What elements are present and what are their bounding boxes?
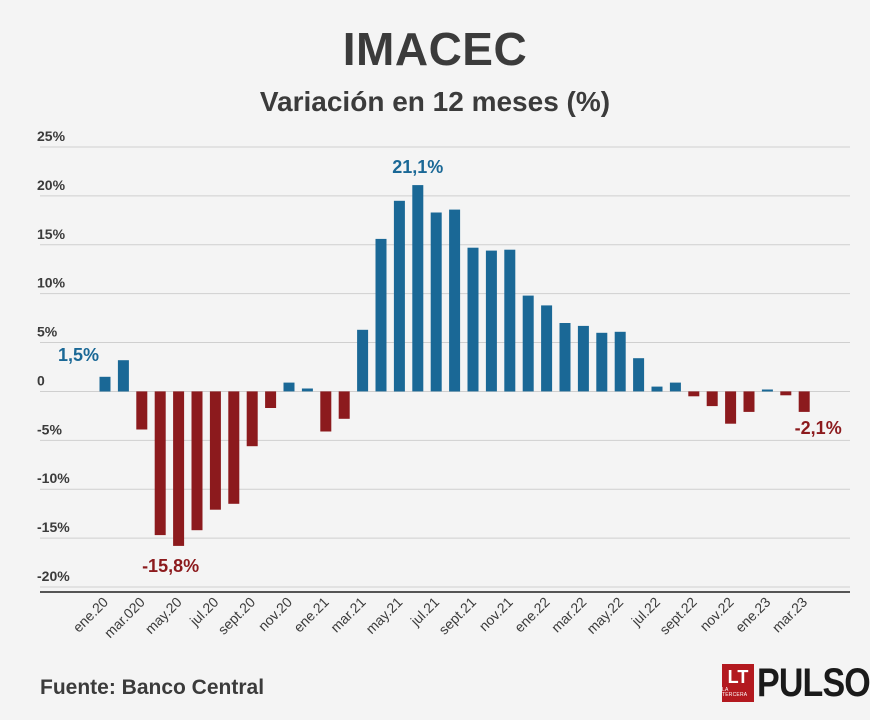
bar-nov.20 bbox=[283, 382, 295, 392]
logo-initials: LT bbox=[727, 667, 749, 687]
bar-feb.22 bbox=[559, 323, 571, 392]
source-note: Fuente: Banco Central bbox=[40, 676, 265, 699]
bar-mar.23 bbox=[798, 391, 810, 412]
x-tick-label: sept.21 bbox=[435, 594, 479, 638]
bar-feb.21 bbox=[338, 391, 350, 419]
x-tick-label: nov.20 bbox=[255, 594, 295, 634]
x-tick-label: may.20 bbox=[142, 594, 185, 637]
bar-ago.20 bbox=[228, 391, 240, 504]
logo-sub: LA TERCERA bbox=[722, 687, 748, 698]
y-tick-label: 10% bbox=[37, 275, 66, 291]
bar-ene.20 bbox=[99, 376, 111, 392]
bar-sept.21 bbox=[467, 247, 479, 392]
x-tick-label: mar.020 bbox=[101, 594, 148, 641]
x-tick-label: ene.23 bbox=[732, 594, 774, 636]
bar-mar.020 bbox=[136, 391, 148, 430]
bar-may.21 bbox=[393, 200, 405, 392]
bar-nov.21 bbox=[504, 249, 516, 392]
logo-name: PULSO bbox=[757, 660, 870, 705]
x-tick-label: may.21 bbox=[362, 594, 405, 637]
chart-title: IMACEC bbox=[342, 23, 528, 75]
bar-abr.20 bbox=[154, 391, 166, 536]
bar-dic.21 bbox=[522, 295, 534, 392]
bar-feb.20 bbox=[117, 360, 129, 392]
y-tick-label: -10% bbox=[37, 470, 70, 486]
data-annotation: 21,1% bbox=[392, 157, 443, 177]
bar-ene.22 bbox=[541, 305, 553, 392]
bar-jul.21 bbox=[430, 212, 442, 392]
bar-nov.22 bbox=[725, 391, 737, 424]
data-annotation: 1,5% bbox=[58, 345, 99, 365]
bar-jun.21 bbox=[412, 185, 424, 392]
bar-dic.20 bbox=[301, 388, 313, 392]
bar-feb.23 bbox=[780, 391, 792, 396]
x-tick-label: nov.22 bbox=[696, 594, 736, 634]
y-tick-label: -15% bbox=[37, 519, 70, 535]
y-tick-label: 25% bbox=[37, 128, 66, 144]
bars bbox=[99, 185, 810, 546]
lt-logo-icon: LT LA TERCERA bbox=[722, 664, 754, 702]
annotations: 1,5% -15,8% 21,1% -2,1% bbox=[58, 157, 842, 576]
bar-sept.22 bbox=[688, 391, 700, 397]
chart-subtitle: Variación en 12 meses (%) bbox=[259, 86, 611, 117]
bar-may.22 bbox=[614, 331, 626, 392]
y-tick-label: 5% bbox=[37, 324, 58, 340]
y-tick-label: -20% bbox=[37, 568, 70, 584]
bar-jun.20 bbox=[191, 391, 203, 531]
y-tick-label: 15% bbox=[37, 226, 66, 242]
bar-jul.22 bbox=[651, 386, 663, 392]
data-annotation: -15,8% bbox=[142, 556, 199, 576]
x-tick-label: mar.21 bbox=[327, 594, 369, 636]
brand-logo[interactable]: LT LA TERCERA PULSO bbox=[722, 660, 870, 705]
bar-jul.20 bbox=[209, 391, 221, 510]
bar-oct.20 bbox=[265, 391, 277, 408]
bar-mar.22 bbox=[577, 325, 589, 392]
bar-ago.22 bbox=[669, 382, 681, 392]
y-tick-label: 0 bbox=[37, 372, 45, 388]
y-axis-ticks: 25% 20% 15% 10% 5% 0 -5% -10% -15% -20% bbox=[37, 128, 70, 584]
y-tick-label: -5% bbox=[37, 421, 62, 437]
y-tick-label: 20% bbox=[37, 177, 66, 193]
data-annotation: -2,1% bbox=[795, 418, 842, 438]
x-tick-label: mar.23 bbox=[769, 594, 811, 636]
bar-sept.20 bbox=[246, 391, 258, 447]
bar-abr.22 bbox=[596, 332, 608, 392]
bar-mar.21 bbox=[357, 329, 369, 392]
bar-oct.22 bbox=[706, 391, 718, 407]
bar-ago.21 bbox=[449, 209, 461, 392]
x-tick-label: ene.22 bbox=[511, 594, 553, 636]
bar-ene.23 bbox=[761, 389, 773, 392]
x-tick-label: nov.21 bbox=[476, 594, 516, 634]
x-tick-label: mar.22 bbox=[548, 594, 590, 636]
bar-abr.21 bbox=[375, 238, 387, 392]
x-tick-label: ene.21 bbox=[290, 594, 332, 636]
x-tick-label: may.22 bbox=[583, 594, 626, 637]
x-tick-label: sept.20 bbox=[215, 594, 259, 638]
bar-jun.22 bbox=[633, 358, 645, 392]
bar-oct.21 bbox=[485, 250, 497, 392]
bar-ene.21 bbox=[320, 391, 332, 432]
bar-dic.22 bbox=[743, 391, 755, 412]
bar-may.20 bbox=[173, 391, 185, 546]
x-tick-label: sept.22 bbox=[656, 594, 700, 638]
